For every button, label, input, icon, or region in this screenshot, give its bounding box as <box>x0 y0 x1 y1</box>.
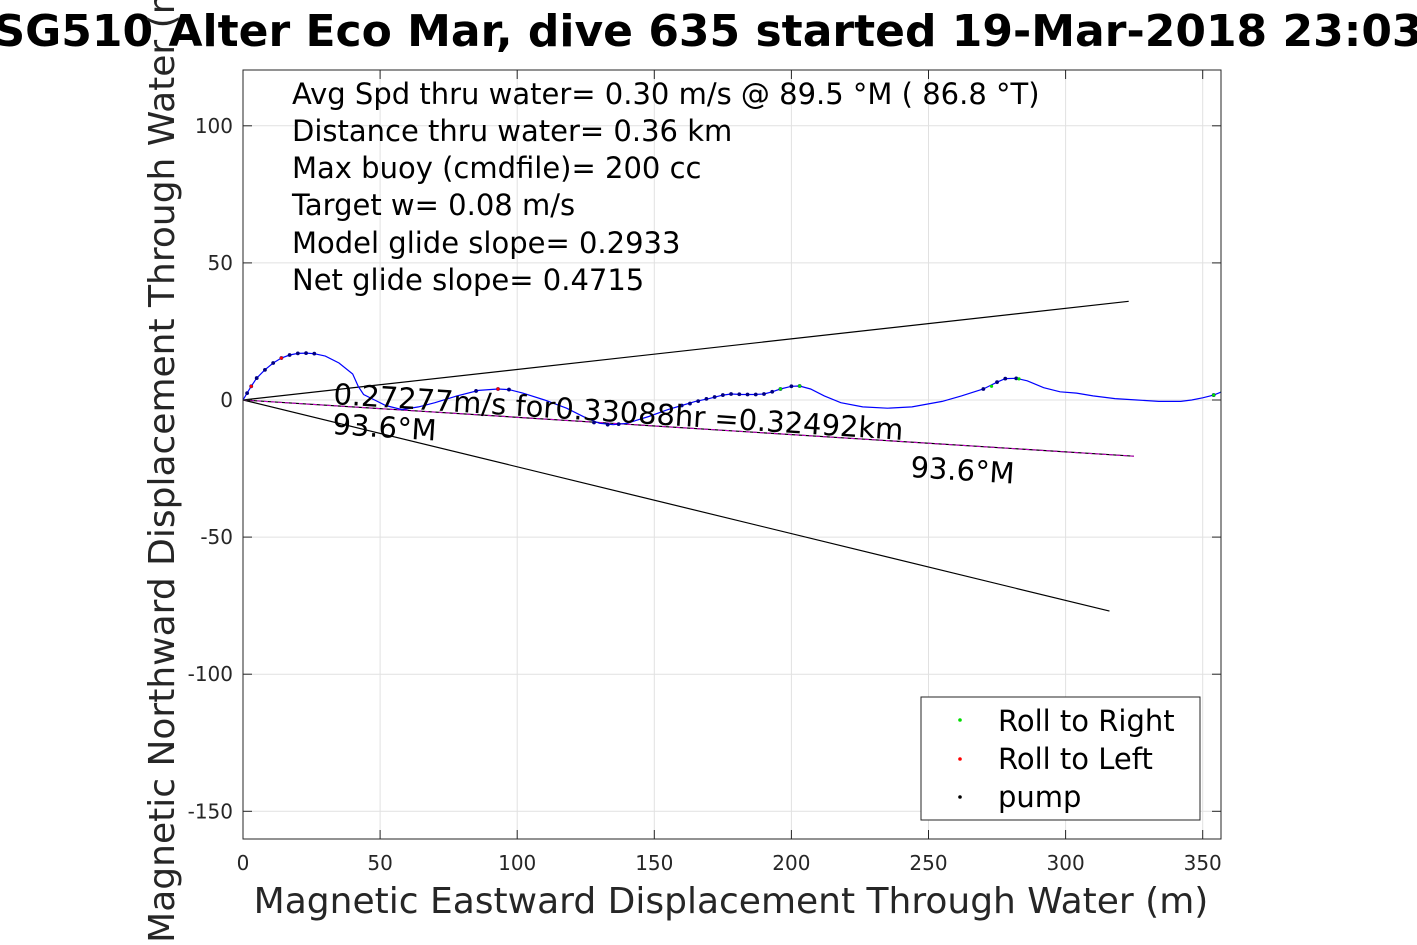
x-tick-label: 250 <box>909 851 947 875</box>
data-point-dots <box>745 392 750 397</box>
legend-label-roll-right: Roll to Right <box>998 704 1175 738</box>
data-point-dots <box>737 392 742 397</box>
data-point-roll-right-dots <box>989 384 994 388</box>
data-point-dots <box>729 392 733 396</box>
x-tick-label: 300 <box>1047 851 1085 875</box>
info-line: Max buoy (cmdfile)= 200 cc <box>292 151 701 185</box>
data-point-dots <box>688 401 692 406</box>
data-point-dots <box>704 397 709 401</box>
data-point-dots <box>295 351 300 356</box>
y-tick-label: -100 <box>188 662 233 686</box>
data-point-dots <box>762 392 766 396</box>
info-block: Avg Spd thru water= 0.30 m/s @ 89.5 °M (… <box>291 77 1040 297</box>
y-tick-label: 0 <box>220 388 233 412</box>
data-point-roll-left-dots <box>279 356 283 360</box>
data-point-roll-right-dots <box>1017 377 1021 381</box>
info-line: Target w= 0.08 m/s <box>291 188 575 222</box>
legend-label-pump: pump <box>998 780 1081 814</box>
heading-annotation-far: 93.6°M <box>910 450 1016 490</box>
info-line: Avg Spd thru water= 0.30 m/s @ 89.5 °M (… <box>292 77 1040 111</box>
data-point-dots <box>789 384 794 389</box>
series-line-envelope-lower <box>243 399 1110 612</box>
x-tick-label: 50 <box>367 851 392 875</box>
data-point-dots <box>474 389 478 393</box>
data-point-roll-right-dots <box>798 384 802 388</box>
info-line: Net glide slope= 0.4715 <box>292 263 644 297</box>
data-point-dots <box>720 393 725 397</box>
grid <box>243 70 1221 839</box>
x-tick-label: 0 <box>237 851 250 875</box>
data-point-dots <box>712 395 717 399</box>
data-point-dots <box>507 387 511 392</box>
data-point-roll-right-dots <box>778 387 783 391</box>
x-tick-label: 200 <box>772 851 810 875</box>
data-point-roll-right-dots <box>1212 393 1216 397</box>
x-axis-label: Magnetic Eastward Displacement Through W… <box>254 881 1209 922</box>
legend: Roll to Right Roll to Left pump <box>920 696 1201 821</box>
x-tick-label: 350 <box>1184 851 1222 875</box>
data-point-dots <box>753 392 758 397</box>
y-tick-label: 100 <box>195 114 233 138</box>
data-point-roll-left-dots <box>249 384 253 388</box>
plot-frame <box>242 69 1222 840</box>
x-tick-label: 100 <box>498 851 536 875</box>
chart-title: SG510 Alter Eco Mar, dive 635 started 19… <box>0 6 1417 57</box>
legend-marker-pump <box>958 795 962 799</box>
data-point-dots <box>287 353 292 357</box>
data-point-dots <box>696 399 701 403</box>
legend-box <box>920 696 1201 821</box>
data-point-dots <box>605 422 610 427</box>
data-point-dots <box>770 389 775 394</box>
info-line: Model glide slope= 0.2933 <box>292 226 680 260</box>
series-line-envelope-upper <box>243 300 1129 401</box>
y-tick-label: -50 <box>200 525 233 549</box>
data-point-dots <box>304 351 308 356</box>
series-line-track <box>243 352 1221 426</box>
x-tick-label: 150 <box>635 851 673 875</box>
data-point-dots <box>981 387 986 391</box>
legend-marker-roll-right <box>958 718 962 722</box>
data-point-dots <box>1014 376 1019 381</box>
data-point-dots <box>254 376 259 380</box>
data-point-dots <box>1003 376 1008 381</box>
data-point-dots <box>616 422 621 427</box>
legend-marker-roll-left <box>958 757 962 761</box>
y-tick-label: 50 <box>208 251 233 275</box>
data-point-dots <box>995 380 999 385</box>
axis-ticks: 0 50 100 150 200 250 300 350 -150 -100 -50 0 50 100 <box>188 70 1222 875</box>
data-point-dots <box>679 403 684 408</box>
data-point-roll-left-dots <box>496 387 500 391</box>
y-tick-label: -150 <box>188 799 233 823</box>
data-point-dots <box>592 420 596 425</box>
data-point-dots <box>312 351 317 356</box>
data-point-dots <box>245 391 250 396</box>
heading-annotation-near: 93.6°M <box>332 407 438 447</box>
data-layer <box>243 300 1221 612</box>
data-point-dots <box>263 367 267 372</box>
series-line-current-line-overlay <box>243 399 1134 457</box>
info-line: Distance thru water= 0.36 km <box>292 114 732 148</box>
y-axis-label: Magnetic Northward Displacement Through … <box>142 0 183 943</box>
legend-label-roll-left: Roll to Left <box>998 742 1153 776</box>
data-point-dots <box>271 361 276 365</box>
